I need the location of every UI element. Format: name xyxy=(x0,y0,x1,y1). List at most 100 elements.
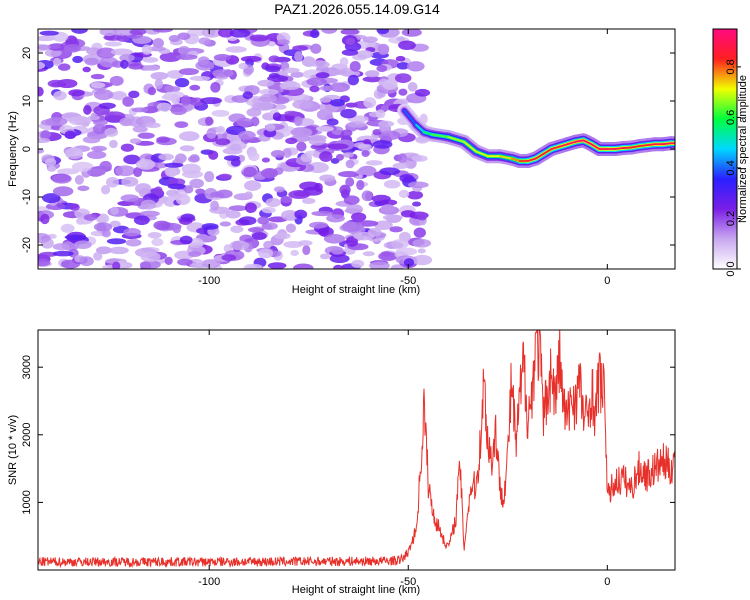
noise-blob xyxy=(72,55,84,64)
noise-blob xyxy=(315,126,334,132)
noise-blob xyxy=(279,81,301,90)
noise-blob xyxy=(400,210,416,218)
noise-blob xyxy=(147,231,162,239)
noise-blob xyxy=(379,199,398,206)
noise-blob xyxy=(189,178,204,189)
noise-blob xyxy=(195,60,215,71)
noise-blob xyxy=(40,130,51,140)
noise-blob xyxy=(302,245,311,256)
snr-panel: -100 -50 0 1000 2000 3000 Height of straight… xyxy=(7,329,676,596)
noise-blob xyxy=(119,54,135,62)
noise-blob xyxy=(328,69,347,76)
noise-blob xyxy=(88,115,101,121)
noise-blob xyxy=(140,199,157,210)
noise-blob xyxy=(372,140,393,149)
noise-blob xyxy=(90,82,106,89)
noise-blob xyxy=(372,128,382,136)
noise-blob xyxy=(121,176,139,187)
noise-blob xyxy=(247,227,264,233)
noise-blob xyxy=(212,69,234,78)
noise-blob xyxy=(134,183,152,194)
noise-blob xyxy=(69,203,80,211)
noise-blob xyxy=(375,109,386,119)
noise-blob xyxy=(45,117,68,127)
noise-blob xyxy=(349,61,361,72)
noise-blob xyxy=(292,99,314,110)
noise-blob xyxy=(257,216,270,225)
noise-blob xyxy=(90,73,105,80)
noise-blob xyxy=(238,62,248,70)
noise-blob xyxy=(93,251,103,261)
noise-blob xyxy=(274,232,291,240)
noise-blob xyxy=(170,106,187,116)
ridge-segment xyxy=(463,140,477,153)
noise-blob xyxy=(140,251,161,263)
noise-blob xyxy=(412,201,422,207)
noise-blob xyxy=(52,243,70,251)
noise-blob xyxy=(168,34,180,43)
y-tick-label: -20 xyxy=(21,237,33,253)
noise-blob xyxy=(122,96,134,107)
ridge-segment xyxy=(475,150,489,158)
noise-blob xyxy=(206,128,217,139)
spectrogram-y-axis-label: Frequency (Hz) xyxy=(7,111,19,187)
noise-blob xyxy=(417,214,427,221)
noise-blob xyxy=(362,76,383,83)
noise-blob xyxy=(96,47,116,59)
noise-blob xyxy=(133,215,150,225)
noise-blob xyxy=(380,105,391,111)
noise-blob xyxy=(195,188,206,195)
noise-blob xyxy=(294,51,303,62)
noise-blob xyxy=(408,181,429,189)
noise-blob xyxy=(128,90,140,99)
noise-blob xyxy=(225,210,241,219)
noise-blob xyxy=(301,197,316,205)
noise-blob xyxy=(104,111,126,122)
noise-blob xyxy=(321,29,338,34)
noise-blob xyxy=(362,36,378,43)
noise-blob xyxy=(243,166,257,177)
noise-blob xyxy=(68,115,90,126)
noise-blob xyxy=(164,162,184,168)
noise-blob xyxy=(357,143,372,151)
noise-blob xyxy=(215,138,231,146)
noise-blob xyxy=(238,130,256,140)
colorbar: 0.0 0.2 0.4 0.6 0.8 Normalized spectral ampl… xyxy=(712,28,749,277)
noise-blob xyxy=(365,160,383,166)
noise-blob xyxy=(91,145,107,152)
noise-blob xyxy=(399,173,414,183)
ridge-segment xyxy=(431,133,449,138)
noise-blob xyxy=(211,109,230,117)
noise-blob xyxy=(213,53,232,61)
snr-frame xyxy=(37,329,676,571)
noise-blob xyxy=(172,225,181,234)
noise-blob xyxy=(225,46,247,53)
noise-blob xyxy=(380,251,392,257)
noise-blob xyxy=(363,97,377,109)
ridge-segment xyxy=(646,143,656,147)
noise-blob xyxy=(285,223,296,233)
noise-blob xyxy=(178,68,199,76)
noise-blob xyxy=(42,193,61,204)
snr-y-ticks: 1000 2000 3000 xyxy=(21,355,675,515)
noise-blob xyxy=(340,108,357,119)
ridge-segment xyxy=(534,152,545,160)
noise-blob xyxy=(362,139,372,145)
noise-blob xyxy=(411,155,428,162)
noise-blob xyxy=(356,179,365,191)
noise-blob xyxy=(150,72,169,80)
noise-blob xyxy=(106,238,127,245)
y-tick-label: 2000 xyxy=(21,423,33,447)
noise-blob xyxy=(272,112,282,121)
noise-blob xyxy=(218,173,232,180)
snr-plot-area xyxy=(38,330,675,570)
noise-blob xyxy=(361,190,373,202)
noise-blob xyxy=(351,212,367,222)
noise-blob xyxy=(412,254,433,266)
noise-blob xyxy=(383,241,404,250)
noise-blob xyxy=(189,97,205,107)
snr-x-ticks: -100 -50 0 xyxy=(198,330,610,588)
x-tick-label: -100 xyxy=(198,576,220,588)
noise-blob xyxy=(401,29,422,37)
